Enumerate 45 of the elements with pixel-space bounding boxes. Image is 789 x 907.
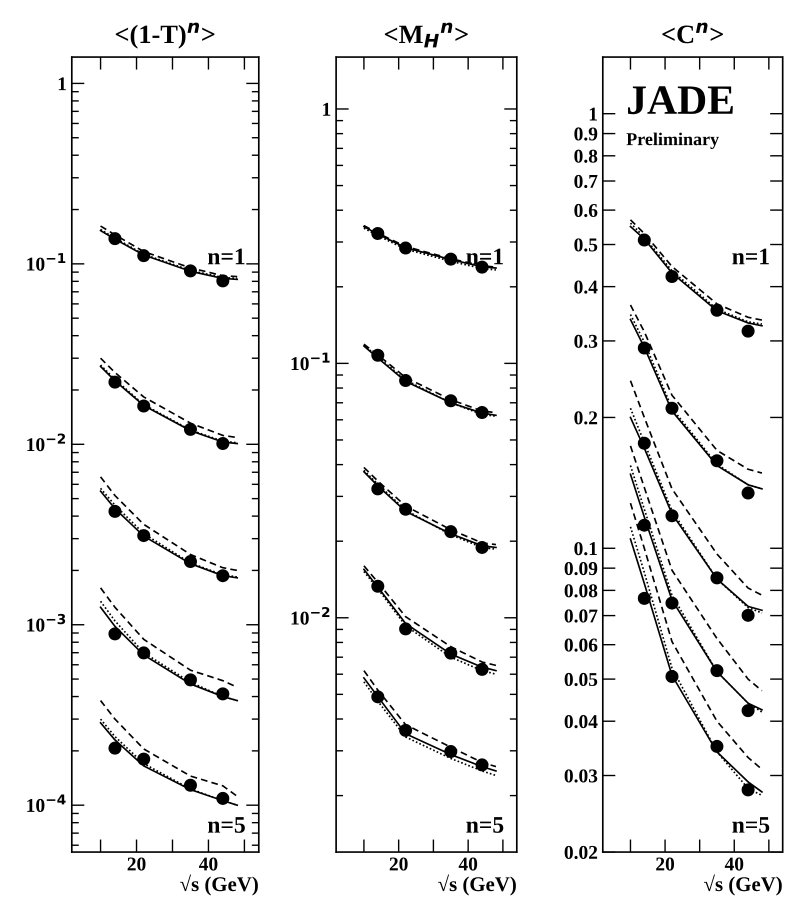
y-tick-label: 0.5: [574, 238, 598, 252]
annotation: JADE: [628, 86, 733, 114]
x-axis-title: √s (GeV): [704, 874, 782, 896]
y-tick-label: 10$^{−1}$: [292, 352, 330, 370]
y-tick-label: 0.3: [574, 334, 598, 348]
annotation: n=5: [466, 817, 504, 833]
annotation: n=5: [732, 817, 770, 833]
y-tick-label: 10$^{−2}$: [292, 606, 330, 625]
y-tick-label: 0.8: [574, 150, 598, 163]
y-tick-label: 0.7: [574, 174, 598, 188]
y-tick-label: 10$^{−1}$: [27, 253, 66, 271]
y-tick-label: 0.09: [564, 562, 598, 576]
annotation: Preliminary: [626, 132, 719, 149]
y-tick-label: 1: [58, 77, 66, 90]
x-axis-title: √s (GeV): [438, 874, 516, 896]
y-tick-label: 1: [323, 102, 330, 116]
x-tick-label: 40: [724, 857, 744, 871]
x-tick-label: 40: [458, 857, 478, 871]
x-tick-label: 20: [128, 857, 146, 871]
x-tick-label: 20: [390, 857, 408, 871]
y-tick-label: 0.08: [564, 584, 598, 598]
annotation: n=1: [208, 248, 244, 264]
y-tick-label: 10$^{−3}$: [27, 614, 66, 632]
chart-title: <M$_{H}$$^{n}$>: [384, 22, 468, 48]
chart-title: <(1-T)$^{n}$>: [116, 22, 214, 49]
y-tick-label: 10$^{−2}$: [27, 433, 66, 452]
y-tick-label: 10$^{−4}$: [27, 794, 66, 812]
y-tick-label: 0.4: [574, 280, 598, 294]
x-axis-title: √s (GeV): [180, 874, 258, 896]
y-tick-label: 0.07: [564, 609, 598, 623]
x-tick-label: 20: [656, 857, 674, 871]
y-tick-label: 0.05: [564, 672, 598, 686]
y-tick-label: 0.02: [564, 846, 598, 860]
y-tick-label: 0.9: [574, 127, 598, 141]
y-tick-label: 1: [590, 108, 597, 120]
y-tick-label: 0.03: [564, 769, 598, 783]
annotation: n=5: [208, 817, 245, 833]
x-tick-label: 40: [198, 857, 218, 871]
annotation: n=1: [732, 248, 769, 264]
y-tick-label: 0.2: [574, 411, 598, 424]
y-tick-label: 0.06: [564, 638, 598, 652]
chart-title: <C$^{n}$>: [662, 22, 723, 44]
y-tick-label: 0.1: [574, 542, 597, 556]
y-tick-label: 0.6: [574, 204, 598, 218]
y-tick-label: 0.04: [564, 715, 598, 728]
